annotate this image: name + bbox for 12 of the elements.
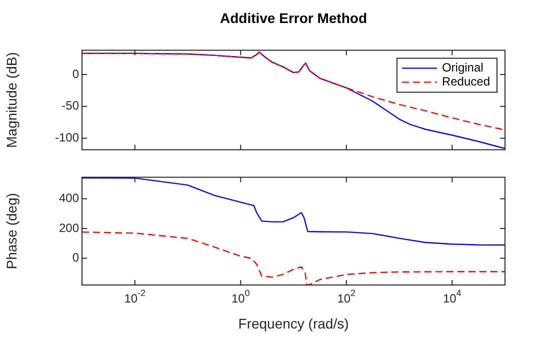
chart-title: Additive Error Method: [218, 10, 368, 26]
legend-label: Reduced: [442, 74, 490, 89]
y-tick-label: 0: [72, 66, 80, 81]
y-tick-label: 0: [72, 250, 80, 265]
y-tick-label: 200: [58, 220, 80, 235]
y-tick-label: 400: [58, 191, 80, 206]
legend-label: Original: [442, 60, 484, 75]
y-tick-label: -50: [62, 98, 80, 113]
y-axis-title: Magnitude (dB): [3, 52, 20, 148]
y-axis-title: Phase (deg): [3, 192, 20, 270]
x-axis-title: Frequency (rad/s): [238, 315, 349, 332]
y-tick-label: -100: [54, 130, 80, 145]
